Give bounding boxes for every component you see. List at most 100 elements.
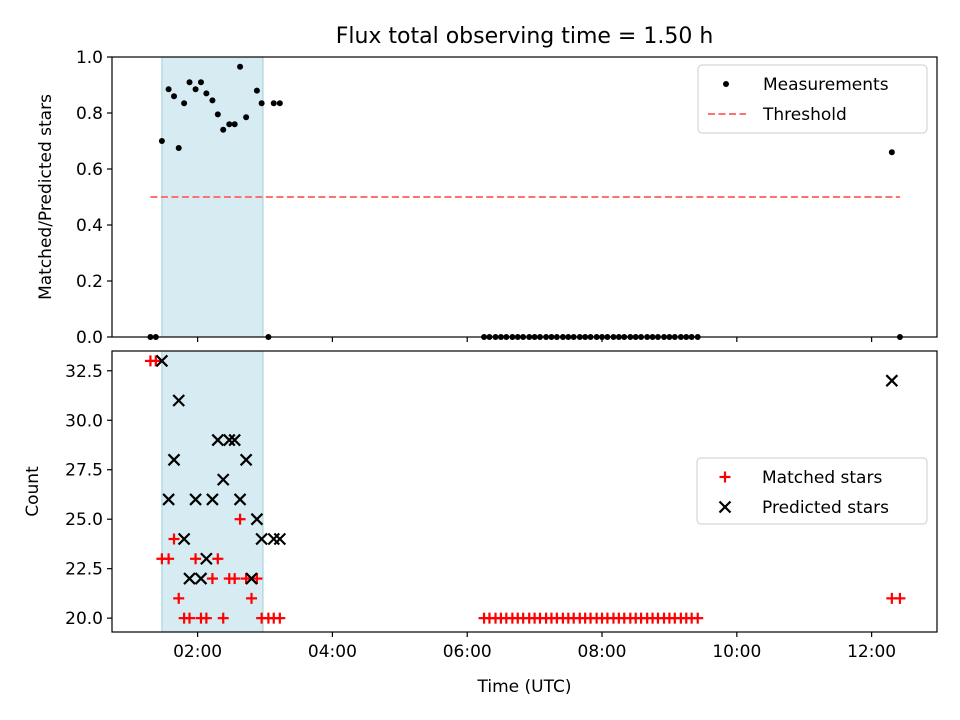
measurement-point (237, 63, 244, 70)
predicted-star-marker (255, 532, 268, 546)
predicted-star-marker (177, 532, 191, 546)
measurement-point (186, 79, 193, 86)
predicted-star-marker (885, 374, 899, 387)
legend-box (696, 457, 928, 525)
matched-star-marker (163, 553, 175, 565)
predicted-star-marker (223, 433, 236, 447)
matched-star-marker (212, 553, 224, 565)
matched-star-marker (173, 592, 185, 604)
y-tick-label: 0.6 (76, 160, 103, 180)
measurement-point (192, 86, 199, 93)
matched-star-marker (217, 612, 229, 624)
x-tick-label: 10:00 (712, 642, 761, 662)
measurement-point (197, 79, 204, 86)
matched-star-marker (240, 573, 252, 585)
legend-label: Matched stars (762, 468, 882, 488)
measurement-point (203, 90, 210, 97)
measurement-point (165, 86, 172, 93)
matched-star-marker (150, 355, 162, 367)
y-tick-label: 30.0 (65, 411, 103, 431)
top-panel-ratio: 0.0 0.2 0.4 0.6 0.8 1.0 Matched/Predicted star… (36, 48, 938, 348)
legend-label: Threshold (762, 105, 847, 125)
predicted-star-marker (162, 493, 175, 506)
matched-star-marker (894, 592, 906, 604)
legend-marker (718, 500, 732, 514)
predicted-star-marker (167, 453, 181, 467)
matched-star-marker (251, 573, 263, 585)
matched-star-marker (206, 573, 218, 585)
predicted-star-marker (211, 433, 225, 447)
y-tick-label: 1.0 (76, 48, 103, 68)
legend: Matched stars Predicted stars (696, 457, 928, 525)
legend-box (697, 64, 928, 134)
y-axis-label: Matched/Predicted stars (36, 94, 56, 300)
predicted-star-marker (183, 572, 196, 585)
x-axis-label: Time (UTC) (477, 677, 572, 697)
legend-label: Measurements (763, 75, 889, 95)
predicted-star-marker (172, 394, 186, 407)
y-tick-label: 20.0 (65, 609, 103, 629)
legend-marker (723, 81, 729, 87)
predicted-star-marker (245, 572, 258, 585)
y-tick-label: 25.0 (65, 510, 103, 530)
matched-star-marker (229, 573, 241, 585)
measurement-point (253, 87, 260, 94)
y-tick-label: 0.4 (76, 216, 103, 236)
measurement-point (226, 121, 233, 128)
x-tick-label: 06:00 (443, 642, 492, 662)
y-tick-label: 0.2 (76, 272, 103, 292)
x-tick-label: 08:00 (578, 642, 627, 662)
predicted-star-marker (250, 512, 264, 526)
y-axis-label: Count (23, 466, 43, 517)
measurement-point (231, 121, 238, 128)
measurement-point (270, 100, 277, 107)
measurement-point (258, 100, 265, 107)
predicted-star-marker (273, 532, 287, 546)
bottom-panel-counts: 20.0 22.5 25.0 27.5 30.0 32.5 02:00 04:00 06:00 0… (23, 350, 938, 697)
matched-star-marker (168, 533, 180, 545)
y-tick-label: 32.5 (65, 362, 103, 382)
predicted-star-marker (216, 473, 230, 486)
x-tick-label: 02:00 (173, 642, 222, 662)
predicted-star-marker (155, 354, 169, 368)
measurement-point (214, 111, 221, 118)
y-tick-label: 0.0 (76, 328, 103, 348)
y-tick-label: 22.5 (65, 560, 103, 580)
matched-star-marker (234, 513, 246, 525)
matched-star-marker (274, 612, 286, 624)
measurement-point (276, 100, 283, 107)
measurement-point (243, 114, 250, 121)
matched-star-marker (692, 612, 704, 624)
x-tick-label: 04:00 (308, 642, 357, 662)
predicted-star-marker (233, 493, 247, 506)
measurement-point (171, 93, 178, 100)
measurement-point (220, 126, 227, 133)
predicted-star-marker (189, 493, 202, 506)
measurement-point (175, 145, 182, 151)
matched-star-marker (246, 592, 258, 604)
measurement-point (209, 97, 216, 104)
x-tick-label: 12:00 (847, 642, 896, 662)
matched-star-marker (200, 612, 212, 624)
chart-title: Flux total observing time = 1.50 h (336, 24, 714, 49)
predicted-star-marker (200, 552, 213, 566)
predicted-star-marker (239, 453, 253, 467)
predicted-star-marker (206, 493, 219, 506)
y-tick-label: 27.5 (65, 461, 103, 481)
measurement-point (158, 138, 165, 144)
matched-star-marker (184, 612, 196, 624)
measurement-point (888, 149, 895, 156)
measurement-point (181, 100, 188, 107)
axes-frame (111, 350, 938, 633)
axes-frame (111, 56, 938, 338)
legend-marker (719, 471, 731, 483)
legend: Measurements Threshold (697, 64, 928, 134)
data-layer (144, 354, 906, 624)
shaded-observing-span (161, 350, 264, 633)
y-tick-label: 0.8 (76, 104, 103, 124)
matched-star-marker (190, 553, 202, 565)
legend-label: Predicted stars (762, 498, 889, 518)
data-layer (147, 63, 903, 340)
predicted-star-marker (228, 433, 241, 447)
